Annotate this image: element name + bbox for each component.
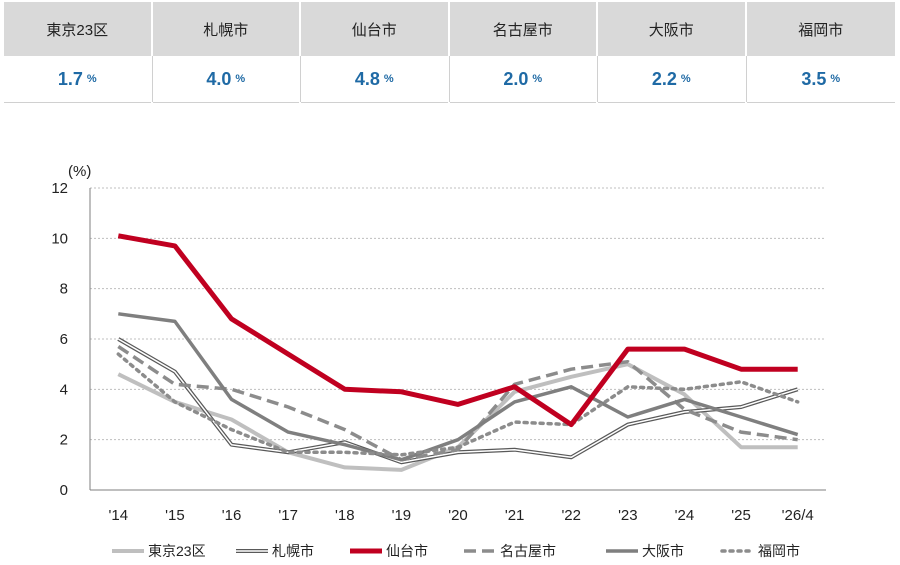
summary-value-number: 2.2	[651, 68, 677, 89]
summary-value-unit: %	[383, 73, 394, 85]
chart-grid	[89, 187, 826, 491]
x-tick-label: '16	[222, 507, 242, 524]
summary-value-number: 3.5	[801, 68, 827, 89]
legend-label: 福岡市	[758, 543, 800, 559]
summary-value-unit: %	[830, 73, 841, 85]
y-tick-label: 0	[60, 482, 68, 499]
x-axis-ticks: '14 '15 '16 '17 '18 '19 '20 '21 '22 '23 '24 '25 '26/…	[109, 507, 814, 524]
summary-value: 3.5%	[746, 56, 895, 103]
x-tick-label: '15	[165, 507, 185, 524]
summary-value: 1.7%	[4, 56, 151, 103]
x-tick-label: '18	[335, 507, 355, 524]
x-tick-label: '23	[618, 507, 638, 524]
series-line-2	[117, 233, 798, 428]
x-tick-label: '17	[278, 507, 298, 524]
x-tick-label: '26/4	[782, 507, 814, 524]
series-line-1-inner	[117, 338, 798, 464]
summary-cell: 札幌市 4.0%	[152, 2, 301, 103]
summary-value-unit: %	[235, 73, 246, 85]
y-tick-label: 10	[51, 230, 68, 247]
x-tick-label: '25	[731, 507, 751, 524]
summary-value-number: 4.0	[206, 68, 232, 89]
summary-value-number: 1.7	[57, 68, 83, 89]
legend-label: 東京23区	[148, 543, 206, 559]
summary-city: 仙台市	[301, 2, 448, 56]
y-tick-label: 6	[60, 331, 68, 348]
chart-legend: 東京23区 札幌市 仙台市 名古屋市 大阪市 福岡市	[112, 543, 800, 559]
summary-value-number: 4.8	[354, 68, 380, 89]
summary-city: 名古屋市	[449, 2, 596, 56]
summary-column-separator	[300, 56, 301, 102]
summary-value: 2.0%	[449, 56, 596, 103]
summary-value-unit: %	[86, 73, 97, 85]
y-tick-label: 8	[60, 281, 68, 298]
y-tick-label: 4	[60, 381, 68, 398]
summary-cell: 福岡市 3.5%	[746, 2, 895, 103]
summary-city: 大阪市	[598, 2, 745, 56]
legend-label: 札幌市	[272, 543, 314, 559]
summary-column-separator	[597, 56, 598, 102]
legend-label: 大阪市	[642, 543, 684, 559]
summary-value-unit: %	[680, 73, 691, 85]
summary-cell: 仙台市 4.8%	[301, 2, 450, 103]
summary-table: 東京23区 1.7% 札幌市 4.0% 仙台市 4.8% 名古屋市 2.0% 大阪市 2.2% 福岡…	[4, 2, 895, 103]
y-axis-ticks: 0 2 4 6 8 10 12	[51, 180, 68, 499]
summary-cell: 東京23区 1.7%	[4, 2, 153, 103]
y-tick-label: 2	[60, 432, 68, 449]
y-tick-label: 12	[51, 180, 68, 197]
series-line-4	[118, 312, 799, 462]
x-tick-label: '14	[109, 507, 129, 524]
x-tick-label: '19	[392, 507, 412, 524]
chart-series	[116, 233, 800, 472]
legend-label: 名古屋市	[500, 543, 556, 559]
summary-value: 4.8%	[301, 56, 448, 103]
legend-label: 仙台市	[386, 543, 428, 559]
summary-city: 東京23区	[4, 2, 151, 56]
series-line-5	[116, 352, 800, 457]
summary-column-separator	[745, 56, 747, 102]
x-tick-label: '20	[448, 507, 468, 524]
summary-cell: 大阪市 2.2%	[598, 2, 747, 103]
summary-column-separator	[151, 56, 153, 102]
summary-value-unit: %	[532, 73, 543, 85]
y-axis-unit-label: (%)	[68, 163, 91, 180]
summary-cell: 名古屋市 2.0%	[449, 2, 598, 103]
x-tick-label: '22	[561, 507, 581, 524]
summary-city: 札幌市	[152, 2, 299, 56]
line-chart: 0 2 4 6 8 10 12 '14 '15 '16 '17 '18 '19 '20 '21 '22 '23…	[51, 163, 826, 559]
summary-value: 4.0%	[152, 56, 299, 103]
series-line-1	[117, 337, 799, 465]
x-tick-label: '21	[505, 507, 525, 524]
summary-value-number: 2.0	[503, 68, 529, 89]
series-line-3	[117, 345, 798, 462]
summary-value: 2.2%	[598, 56, 745, 103]
summary-column-separator	[448, 56, 450, 102]
x-tick-label: '24	[675, 507, 695, 524]
summary-city: 福岡市	[746, 2, 895, 56]
